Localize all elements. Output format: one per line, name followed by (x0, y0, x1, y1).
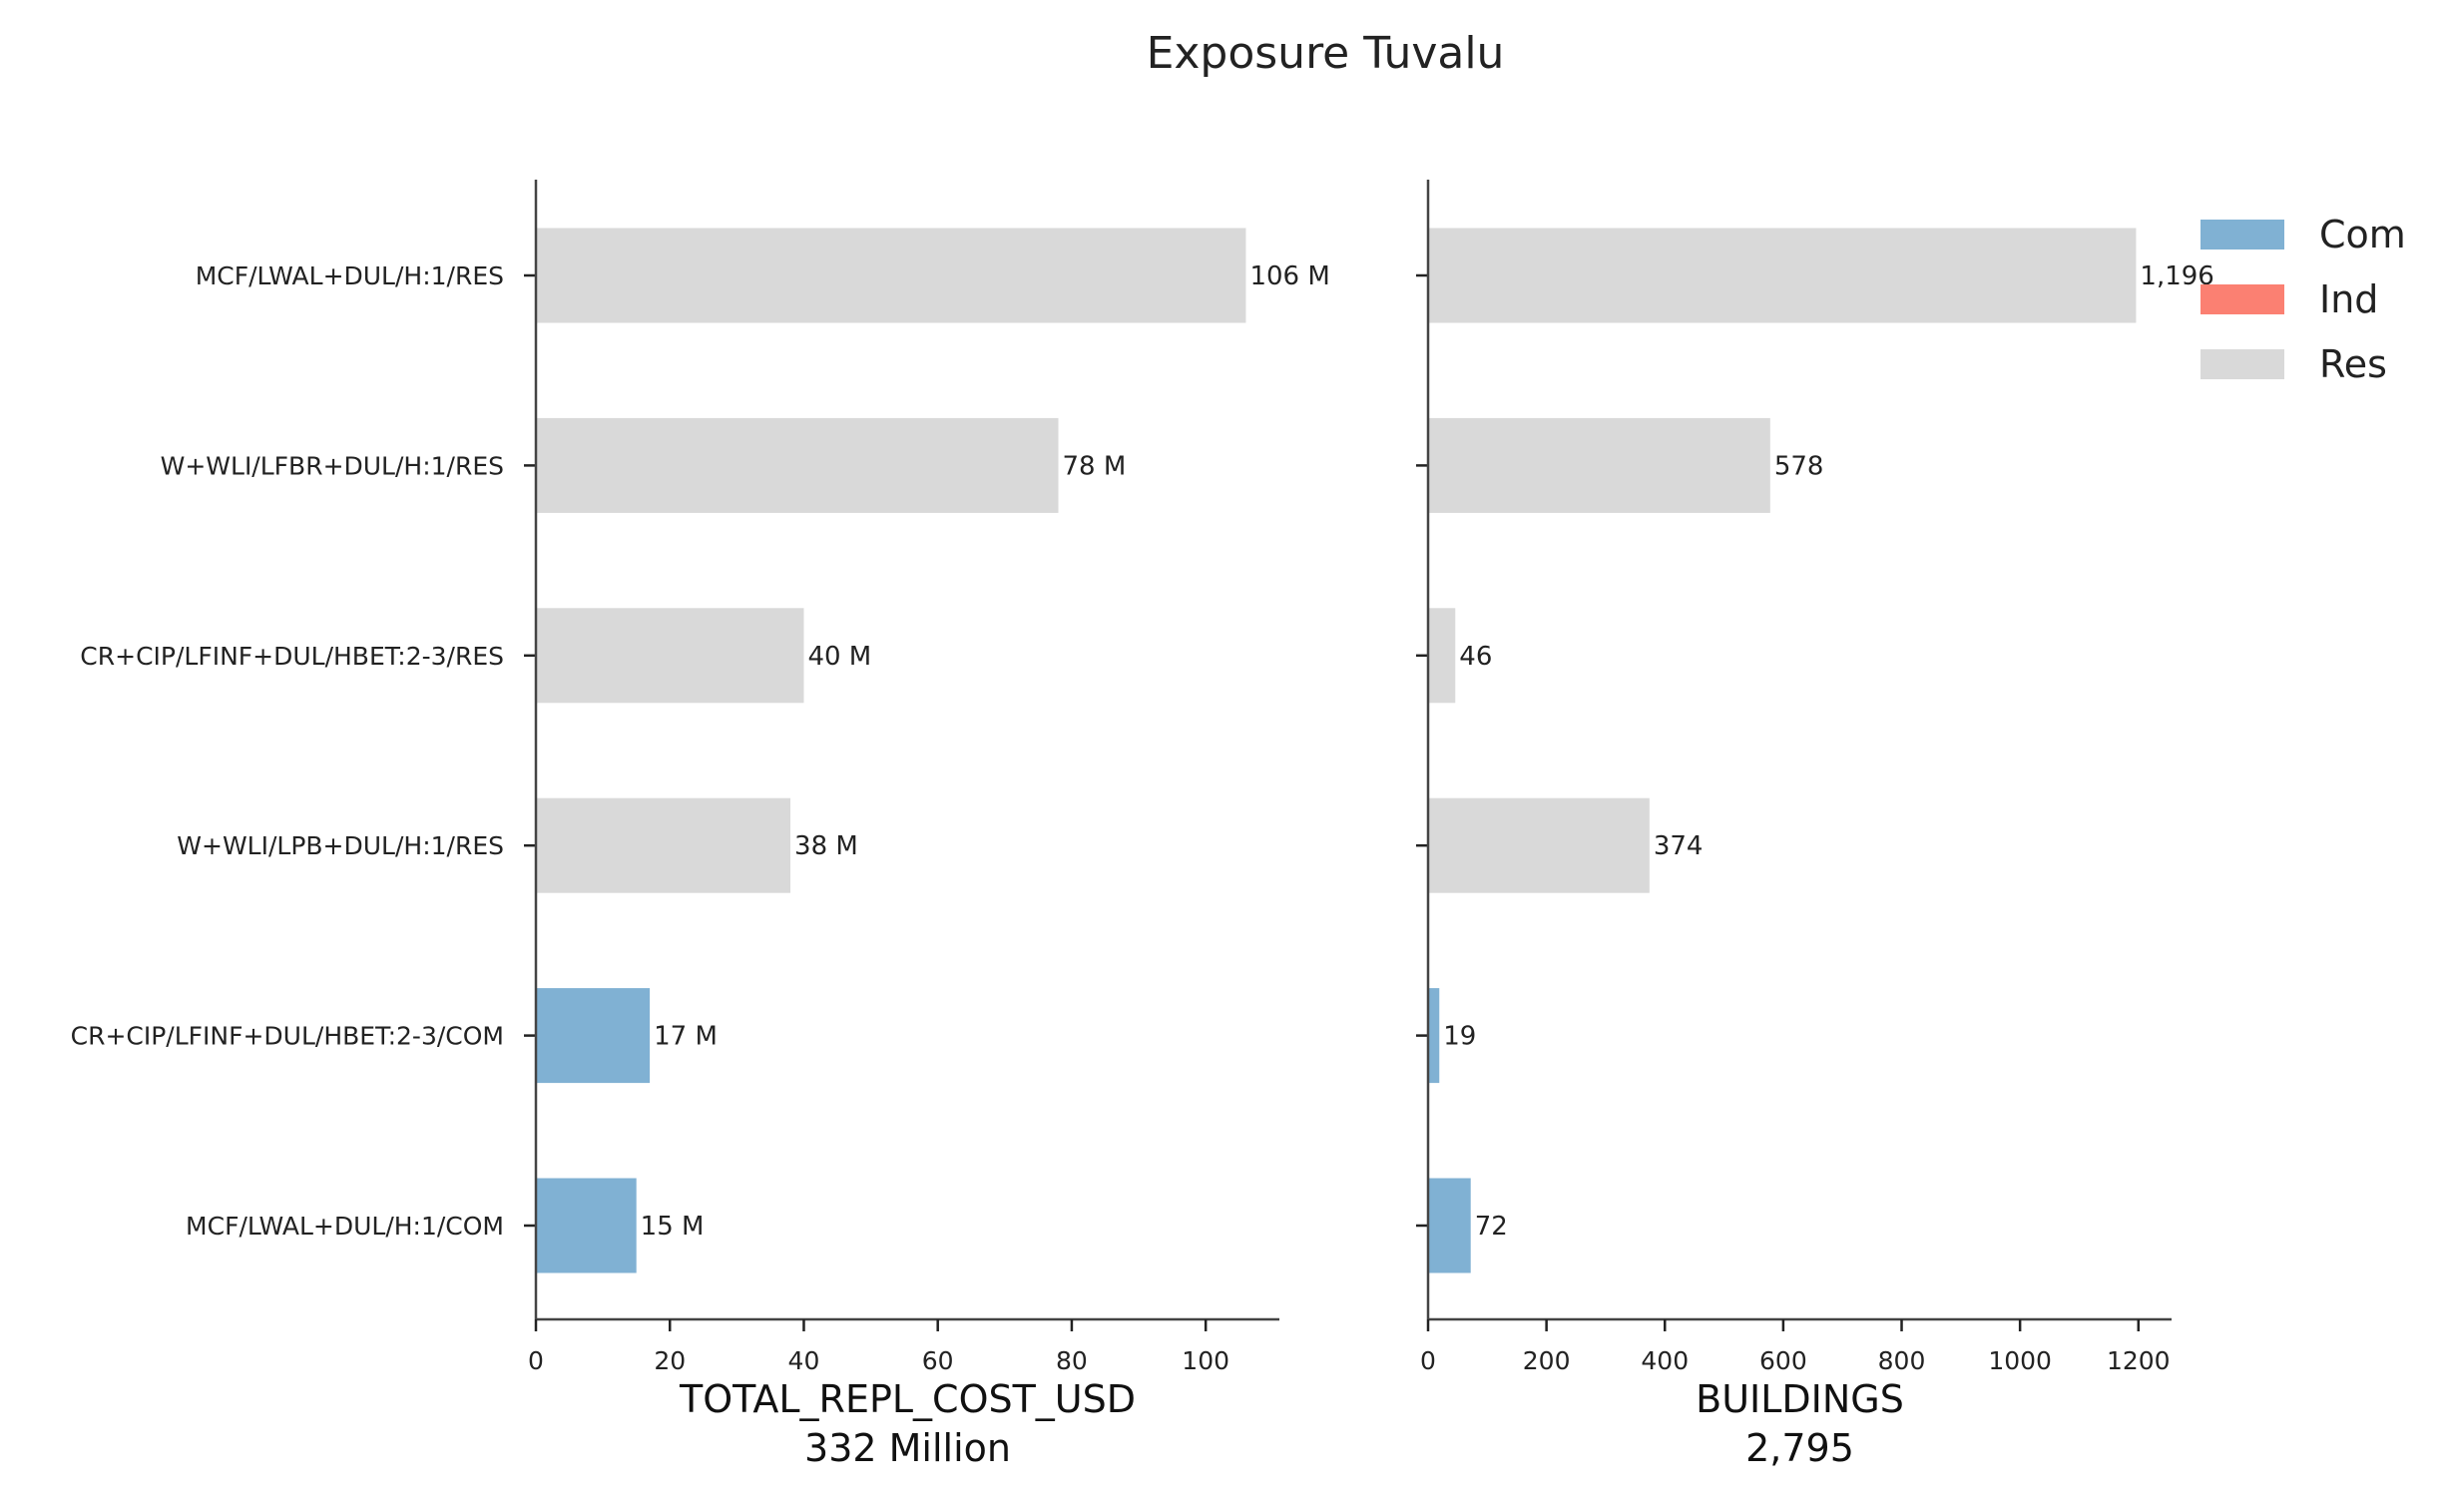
data-label-cost-0: 106 M (1249, 261, 1329, 291)
bar-buildings-1 (1428, 417, 1770, 513)
x-tick-label-cost-2: 40 (788, 1346, 820, 1375)
bar-cost-2 (536, 608, 804, 704)
x-axis-title-buildings: BUILDINGS (1696, 1377, 1904, 1421)
legend-label-res: Res (2319, 342, 2387, 386)
x-tick-label-buildings-4: 800 (1878, 1346, 1926, 1375)
x-axis-total-buildings: 2,795 (1745, 1426, 1854, 1470)
x-tick-label-cost-0: 0 (528, 1346, 544, 1375)
chart-title: Exposure Tuvalu (1147, 28, 1505, 79)
data-label-cost-5: 15 M (641, 1212, 705, 1242)
x-axis-total-cost: 332 Million (804, 1426, 1011, 1470)
x-tick-label-buildings-2: 400 (1641, 1346, 1689, 1375)
x-axis-title-cost: TOTAL_REPL_COST_USD (679, 1377, 1136, 1421)
legend-swatch-com (2200, 220, 2284, 250)
data-label-buildings-1: 578 (1774, 451, 1824, 481)
x-tick-label-buildings-5: 1000 (1988, 1346, 2052, 1375)
category-label-1: W+WLI/LFBR+DUL/H:1/RES (161, 451, 504, 480)
category-label-5: MCF/LWAL+DUL/H:1/COM (186, 1212, 504, 1241)
bar-buildings-5 (1428, 1178, 1471, 1273)
data-label-buildings-2: 46 (1459, 642, 1492, 672)
legend-label-com: Com (2319, 213, 2406, 256)
x-tick-label-cost-1: 20 (654, 1346, 686, 1375)
legend-swatch-ind (2200, 284, 2284, 314)
bar-cost-4 (536, 988, 651, 1084)
x-tick-label-buildings-1: 200 (1523, 1346, 1571, 1375)
legend-swatch-res (2200, 349, 2284, 379)
bar-buildings-3 (1428, 797, 1650, 893)
bar-cost-3 (536, 797, 791, 893)
x-tick-label-buildings-3: 600 (1759, 1346, 1807, 1375)
category-label-4: CR+CIP/LFINF+DUL/HBET:2-3/COM (71, 1022, 504, 1051)
x-tick-label-buildings-0: 0 (1420, 1346, 1436, 1375)
data-label-buildings-4: 19 (1443, 1022, 1476, 1052)
bar-cost-5 (536, 1178, 637, 1273)
category-label-3: W+WLI/LPB+DUL/H:1/RES (177, 831, 504, 860)
bar-buildings-4 (1428, 988, 1440, 1084)
category-label-0: MCF/LWAL+DUL/H:1/RES (196, 261, 504, 290)
x-tick-label-cost-4: 80 (1056, 1346, 1088, 1375)
bar-buildings-0 (1428, 228, 2137, 323)
data-label-cost-4: 17 M (654, 1022, 718, 1052)
category-label-2: CR+CIP/LFINF+DUL/HBET:2-3/RES (80, 642, 504, 671)
legend-label-ind: Ind (2319, 277, 2378, 321)
bar-buildings-2 (1428, 608, 1456, 704)
bar-cost-0 (536, 228, 1246, 323)
data-label-cost-3: 38 M (794, 831, 858, 861)
x-tick-label-cost-5: 100 (1182, 1346, 1229, 1375)
x-tick-label-buildings-6: 1200 (2107, 1346, 2171, 1375)
x-tick-label-cost-3: 60 (922, 1346, 954, 1375)
data-label-cost-1: 78 M (1063, 451, 1127, 481)
data-label-buildings-3: 374 (1654, 831, 1704, 861)
bar-cost-1 (536, 417, 1059, 513)
data-label-cost-2: 40 M (807, 642, 871, 672)
data-label-buildings-5: 72 (1475, 1212, 1508, 1242)
